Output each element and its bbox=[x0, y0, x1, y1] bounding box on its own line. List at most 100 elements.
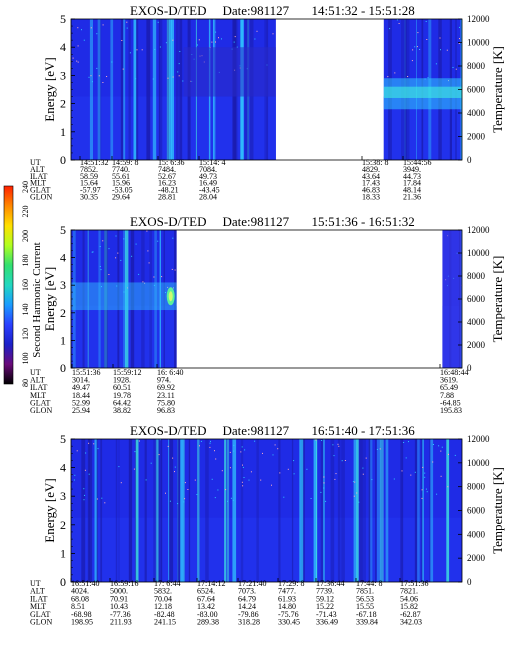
heatmap-noise-dot bbox=[424, 476, 426, 478]
y-right-tick-label: 2000 bbox=[467, 553, 486, 563]
orbit-value-mlt: 14.24 bbox=[238, 602, 256, 611]
heatmap-streak bbox=[414, 439, 416, 582]
heatmap-noise-dot bbox=[150, 462, 152, 464]
orbit-value-glat: -68.98 bbox=[71, 610, 92, 619]
heatmap-noise-dot bbox=[123, 291, 125, 293]
colorbar-tick-label: 240 bbox=[21, 181, 30, 193]
orbit-value-ut: 15:44:56 bbox=[403, 158, 431, 167]
orbit-value-mlt: 13.42 bbox=[197, 602, 215, 611]
heatmap-noise-dot bbox=[101, 497, 103, 499]
heatmap-streak bbox=[144, 439, 147, 582]
heatmap-cyan-band bbox=[71, 282, 177, 311]
y-right-tick-label: 4000 bbox=[467, 317, 486, 327]
heatmap-streak bbox=[316, 439, 318, 582]
heatmap-streak bbox=[154, 230, 157, 368]
heatmap-noise-dot bbox=[91, 81, 93, 83]
heatmap-noise-dot bbox=[293, 473, 295, 475]
orbit-value-alt: 7739. bbox=[316, 587, 334, 596]
heatmap-noise-dot bbox=[127, 287, 128, 289]
heatmap-noise-dot bbox=[419, 49, 421, 50]
heatmap-noise-dot bbox=[325, 500, 327, 502]
chart-title-range: 15:51:36 - 16:51:32 bbox=[312, 214, 415, 229]
heatmap-streak bbox=[177, 439, 179, 582]
chart-title-range: 16:51:40 - 17:51:36 bbox=[312, 423, 416, 438]
heatmap-noise-dot bbox=[115, 235, 117, 237]
orbit-value-glat: -83.00 bbox=[197, 610, 218, 619]
heatmap-noise-dot bbox=[96, 33, 98, 35]
heatmap-noise-dot bbox=[277, 448, 279, 450]
heatmap-noise-dot bbox=[242, 464, 243, 466]
heatmap-noise-dot bbox=[410, 474, 412, 476]
orbit-value-alt: 6524. bbox=[197, 587, 215, 596]
heatmap-streak bbox=[205, 439, 209, 582]
heatmap-noise-dot bbox=[230, 497, 232, 499]
orbit-value-ilat: 54.06 bbox=[400, 594, 418, 603]
heatmap-noise-dot bbox=[172, 76, 174, 78]
heatmap-streak bbox=[123, 19, 126, 160]
heatmap-streak bbox=[118, 439, 120, 582]
orbit-value-glon: 96.83 bbox=[157, 406, 175, 415]
heatmap-noise-dot bbox=[88, 442, 90, 444]
heatmap-noise-dot bbox=[91, 251, 93, 253]
y-tick-label: 4 bbox=[60, 461, 66, 475]
orbit-value-mlt: 8.51 bbox=[71, 602, 85, 611]
orbit-value-glon: 198.95 bbox=[71, 618, 93, 627]
orbit-value-glon: 339.84 bbox=[356, 618, 378, 627]
heatmap-noise-dot bbox=[272, 33, 274, 35]
heatmap-noise-dot bbox=[441, 446, 443, 448]
heatmap-aqua-band bbox=[383, 86, 462, 98]
heatmap-noise-dot bbox=[362, 473, 364, 475]
heatmap-noise-dot bbox=[159, 46, 161, 48]
heatmap-streak bbox=[72, 230, 76, 368]
orbit-value-glon: 330.45 bbox=[278, 618, 300, 627]
heatmap-streak bbox=[171, 19, 174, 160]
heatmap-noise-dot bbox=[272, 454, 274, 456]
heatmap-noise-dot bbox=[214, 450, 215, 452]
heatmap-noise-dot bbox=[459, 38, 460, 40]
heatmap-noise-dot bbox=[394, 72, 396, 74]
heatmap-streak bbox=[96, 439, 98, 582]
orbit-value-glat: 52.99 bbox=[72, 398, 90, 407]
orbit-value-alt: 974. bbox=[157, 376, 171, 385]
y-tick-label: 5 bbox=[60, 12, 66, 26]
heatmap-noise-dot bbox=[425, 488, 427, 490]
heatmap-noise-dot bbox=[389, 28, 391, 30]
orbit-value-mlt: 15.82 bbox=[400, 602, 418, 611]
heatmap-noise-dot bbox=[174, 466, 176, 468]
heatmap-streak bbox=[125, 230, 129, 368]
heatmap-noise-dot bbox=[432, 461, 434, 463]
orbit-value-mlt: 15.55 bbox=[356, 602, 374, 611]
heatmap-noise-dot bbox=[77, 45, 79, 47]
y-tick-label: 0 bbox=[60, 575, 66, 589]
heatmap-noise-dot bbox=[209, 442, 211, 444]
chart-title-date: Date:981127 bbox=[223, 214, 290, 229]
orbit-value-ut: 17:21:40 bbox=[238, 579, 266, 588]
heatmap-streak bbox=[110, 19, 114, 160]
heatmap-streak bbox=[128, 19, 131, 160]
chart-title-range: 14:51:32 - 15:51:28 bbox=[312, 3, 415, 18]
heatmap-noise-dot bbox=[179, 51, 181, 52]
y-right-tick-label: 8000 bbox=[467, 482, 486, 492]
orbit-value-mlt: 7.88 bbox=[440, 391, 454, 400]
colorbar-scale bbox=[3, 185, 14, 385]
orbit-value-mlt: 15.22 bbox=[316, 602, 334, 611]
heatmap-streak bbox=[341, 439, 345, 582]
orbit-value-alt: 4829. bbox=[362, 165, 380, 174]
heatmap-noise-dot bbox=[167, 77, 169, 79]
chart-title-mission: EXOS-D/TED bbox=[130, 423, 207, 438]
orbit-row-label: GLAT bbox=[30, 610, 51, 619]
heatmap-noise-dot bbox=[452, 67, 454, 68]
heatmap-segment bbox=[71, 230, 177, 368]
heatmap-noise-dot bbox=[408, 441, 409, 443]
heatmap-noise-dot bbox=[459, 26, 460, 28]
orbit-value-alt: 3949. bbox=[403, 165, 421, 174]
heatmap-noise-dot bbox=[241, 446, 243, 448]
y-tick-label: 0 bbox=[60, 153, 66, 167]
heatmap-noise-dot bbox=[102, 82, 104, 83]
heatmap-noise-dot bbox=[88, 473, 90, 475]
heatmap-noise-dot bbox=[96, 498, 98, 500]
colorbar-tick-label: 160 bbox=[21, 279, 30, 291]
heatmap-noise-dot bbox=[455, 68, 457, 70]
heatmap-streak bbox=[368, 439, 373, 582]
heatmap-noise-dot bbox=[101, 286, 102, 288]
